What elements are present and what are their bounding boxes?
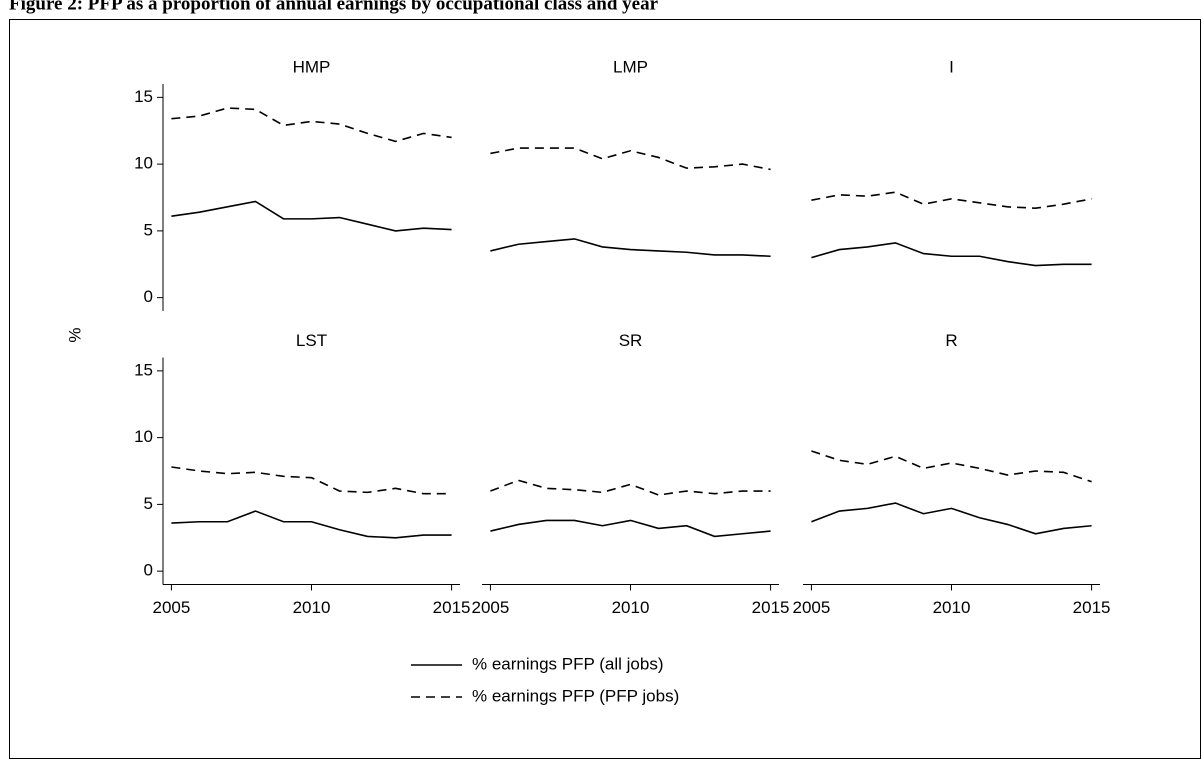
y-tick-label: 15 (134, 360, 153, 379)
legend-label: % earnings PFP (all jobs) (472, 654, 664, 673)
panel-title: HMP (293, 57, 331, 76)
x-tick-label: 2010 (933, 598, 971, 617)
y-tick-label: 10 (134, 154, 153, 173)
y-axis-label: % (65, 327, 84, 342)
series-line (490, 238, 771, 258)
series-line (490, 519, 771, 538)
series-line (811, 502, 1092, 535)
series-line (490, 479, 771, 496)
y-tick-label: 15 (134, 87, 153, 106)
x-tick-label: 2010 (293, 598, 331, 617)
x-tick-label: 2015 (433, 598, 471, 617)
series-line (171, 107, 452, 143)
x-tick-label: 2005 (471, 598, 509, 617)
series-line (811, 242, 1092, 267)
y-tick-label: 5 (144, 220, 153, 239)
legend-label: % earnings PFP (PFP jobs) (472, 686, 679, 705)
panel-title: R (945, 331, 957, 350)
series-line (171, 510, 452, 539)
panel-title: SR (619, 331, 643, 350)
series-line (171, 466, 452, 495)
panel-title: LST (296, 331, 327, 350)
series-line (811, 450, 1092, 483)
x-tick-label: 2015 (752, 598, 790, 617)
x-tick-label: 2005 (152, 598, 190, 617)
series-line (490, 147, 771, 171)
y-tick-label: 5 (144, 494, 153, 513)
x-tick-label: 2005 (792, 598, 830, 617)
chart-title: Figure 2: PFP as a proportion of annual … (9, 0, 659, 14)
y-tick-label: 10 (134, 427, 153, 446)
frame (9, 19, 1201, 759)
series-line (171, 200, 452, 232)
x-tick-label: 2010 (612, 598, 650, 617)
panel-title: I (949, 57, 954, 76)
x-tick-label: 2015 (1073, 598, 1111, 617)
panel-title: LMP (613, 57, 648, 76)
y-tick-label: 0 (144, 287, 153, 306)
y-tick-label: 0 (144, 561, 153, 580)
series-line (811, 191, 1092, 209)
